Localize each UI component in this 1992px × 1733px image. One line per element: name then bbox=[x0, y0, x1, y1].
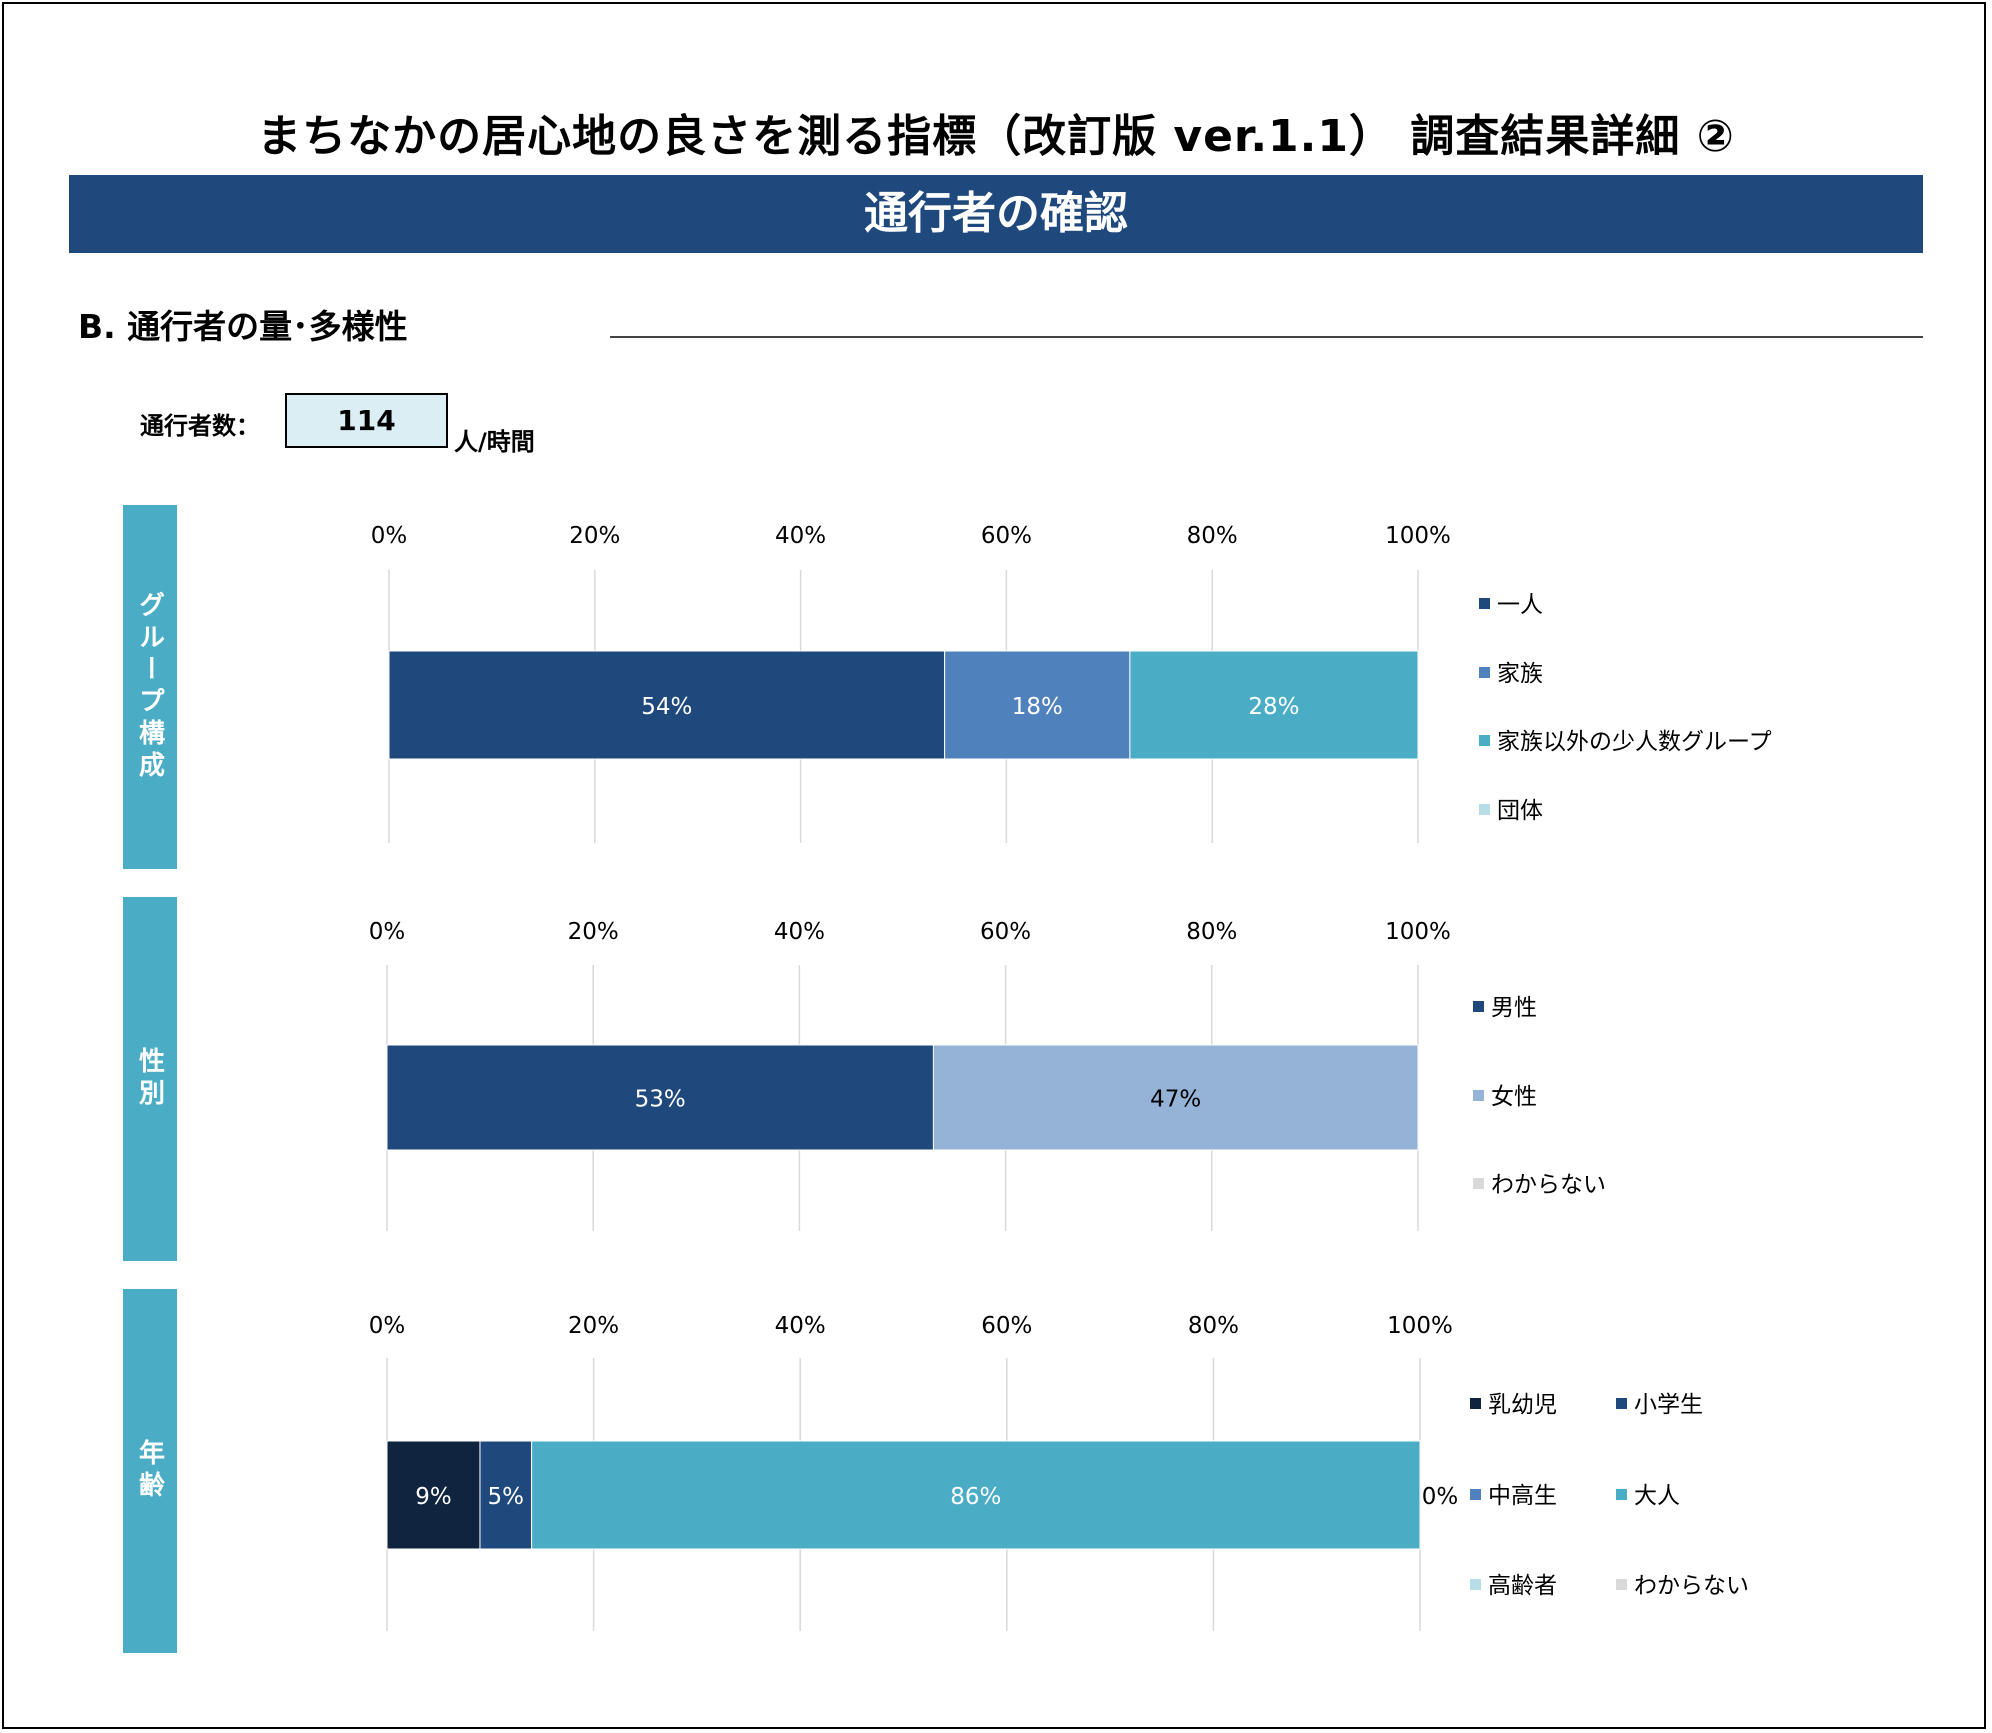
banner-title: 通行者の確認 bbox=[69, 175, 1923, 253]
age-tick-label: 0% bbox=[369, 1313, 406, 1339]
age-legend-swatch bbox=[1470, 1579, 1481, 1590]
passerby-count-value: 114 bbox=[285, 393, 448, 448]
side-label-age: 年齢 bbox=[123, 1289, 177, 1653]
group-tick-label: 80% bbox=[1187, 523, 1238, 549]
age-data-label: 0% bbox=[1422, 1484, 1459, 1510]
age-legend-swatch bbox=[1616, 1579, 1627, 1590]
gender-bar-segment bbox=[932, 1044, 1419, 1151]
group-bar-segment bbox=[388, 650, 946, 760]
gender-tick-label: 0% bbox=[369, 919, 406, 945]
gender-legend-swatch bbox=[1473, 1178, 1484, 1189]
age-legend-swatch bbox=[1470, 1489, 1481, 1500]
group-legend-label: 家族以外の少人数グループ bbox=[1497, 729, 1772, 755]
group-legend-swatch bbox=[1479, 598, 1490, 609]
gender-legend-label: 男性 bbox=[1491, 995, 1537, 1021]
age-tick-label: 100% bbox=[1387, 1313, 1453, 1339]
gender-bar-segment bbox=[386, 1044, 934, 1151]
group-legend-swatch bbox=[1479, 667, 1490, 678]
group-tick-label: 100% bbox=[1385, 523, 1451, 549]
section-divider bbox=[610, 336, 1923, 338]
gender-legend-label: 女性 bbox=[1491, 1084, 1537, 1110]
age-legend-swatch bbox=[1616, 1398, 1627, 1409]
age-legend-swatch bbox=[1470, 1398, 1481, 1409]
group-bar-segment bbox=[1129, 650, 1419, 760]
group-tick-label: 60% bbox=[981, 523, 1032, 549]
age-legend-label: わからない bbox=[1634, 1573, 1749, 1599]
gender-data-label: 53% bbox=[635, 1087, 686, 1113]
age-legend-swatch bbox=[1616, 1489, 1627, 1500]
gender-tick-label: 40% bbox=[774, 919, 825, 945]
age-data-label: 9% bbox=[415, 1484, 452, 1510]
group-bar-segment bbox=[944, 650, 1131, 760]
group-tick-label: 20% bbox=[569, 523, 620, 549]
age-tick-label: 80% bbox=[1188, 1313, 1239, 1339]
gender-tick-label: 20% bbox=[568, 919, 619, 945]
group-data-label: 18% bbox=[1012, 694, 1063, 720]
age-legend-label: 高齢者 bbox=[1488, 1573, 1557, 1599]
gender-tick-label: 100% bbox=[1385, 919, 1451, 945]
age-tick-label: 20% bbox=[568, 1313, 619, 1339]
page-title: まちなかの居心地の良さを測る指標（改訂版 ver.1.1） 調査結果詳細 ② bbox=[257, 111, 1735, 162]
age-legend-label: 小学生 bbox=[1634, 1392, 1703, 1418]
gender-tick-label: 60% bbox=[980, 919, 1031, 945]
age-tick-label: 40% bbox=[775, 1313, 826, 1339]
section-title: B. 通行者の量･多様性 bbox=[78, 307, 408, 346]
age-bar-segment bbox=[531, 1440, 1421, 1550]
age-data-label: 86% bbox=[950, 1484, 1001, 1510]
age-data-label: 5% bbox=[488, 1484, 525, 1510]
group-legend-swatch bbox=[1479, 735, 1490, 746]
gender-legend-swatch bbox=[1473, 1001, 1484, 1012]
group-legend-label: 一人 bbox=[1497, 592, 1543, 618]
group-tick-label: 0% bbox=[371, 523, 408, 549]
group-data-label: 28% bbox=[1248, 694, 1299, 720]
side-label-gender: 性別 bbox=[123, 897, 177, 1261]
group-legend-label: 家族 bbox=[1497, 661, 1543, 687]
age-bar-segment bbox=[386, 1440, 481, 1550]
group-legend-swatch bbox=[1479, 804, 1490, 815]
age-legend-label: 中高生 bbox=[1488, 1483, 1557, 1509]
group-data-label: 54% bbox=[641, 694, 692, 720]
age-legend-label: 大人 bbox=[1634, 1483, 1680, 1509]
side-label-group-text: グループ構成 bbox=[134, 591, 165, 783]
side-label-group: グループ構成 bbox=[123, 505, 177, 869]
gender-legend-swatch bbox=[1473, 1090, 1484, 1101]
age-legend-label: 乳幼児 bbox=[1488, 1392, 1557, 1418]
passerby-count-unit: 人/時間 bbox=[454, 428, 535, 456]
side-label-gender-text: 性別 bbox=[134, 1047, 165, 1111]
gender-legend-label: わからない bbox=[1491, 1172, 1606, 1198]
age-tick-label: 60% bbox=[981, 1313, 1032, 1339]
gender-tick-label: 80% bbox=[1186, 919, 1237, 945]
group-tick-label: 40% bbox=[775, 523, 826, 549]
gender-data-label: 47% bbox=[1150, 1087, 1201, 1113]
group-legend-label: 団体 bbox=[1497, 798, 1543, 824]
passerby-count-label: 通行者数： bbox=[140, 412, 260, 440]
side-label-age-text: 年齢 bbox=[134, 1439, 165, 1503]
